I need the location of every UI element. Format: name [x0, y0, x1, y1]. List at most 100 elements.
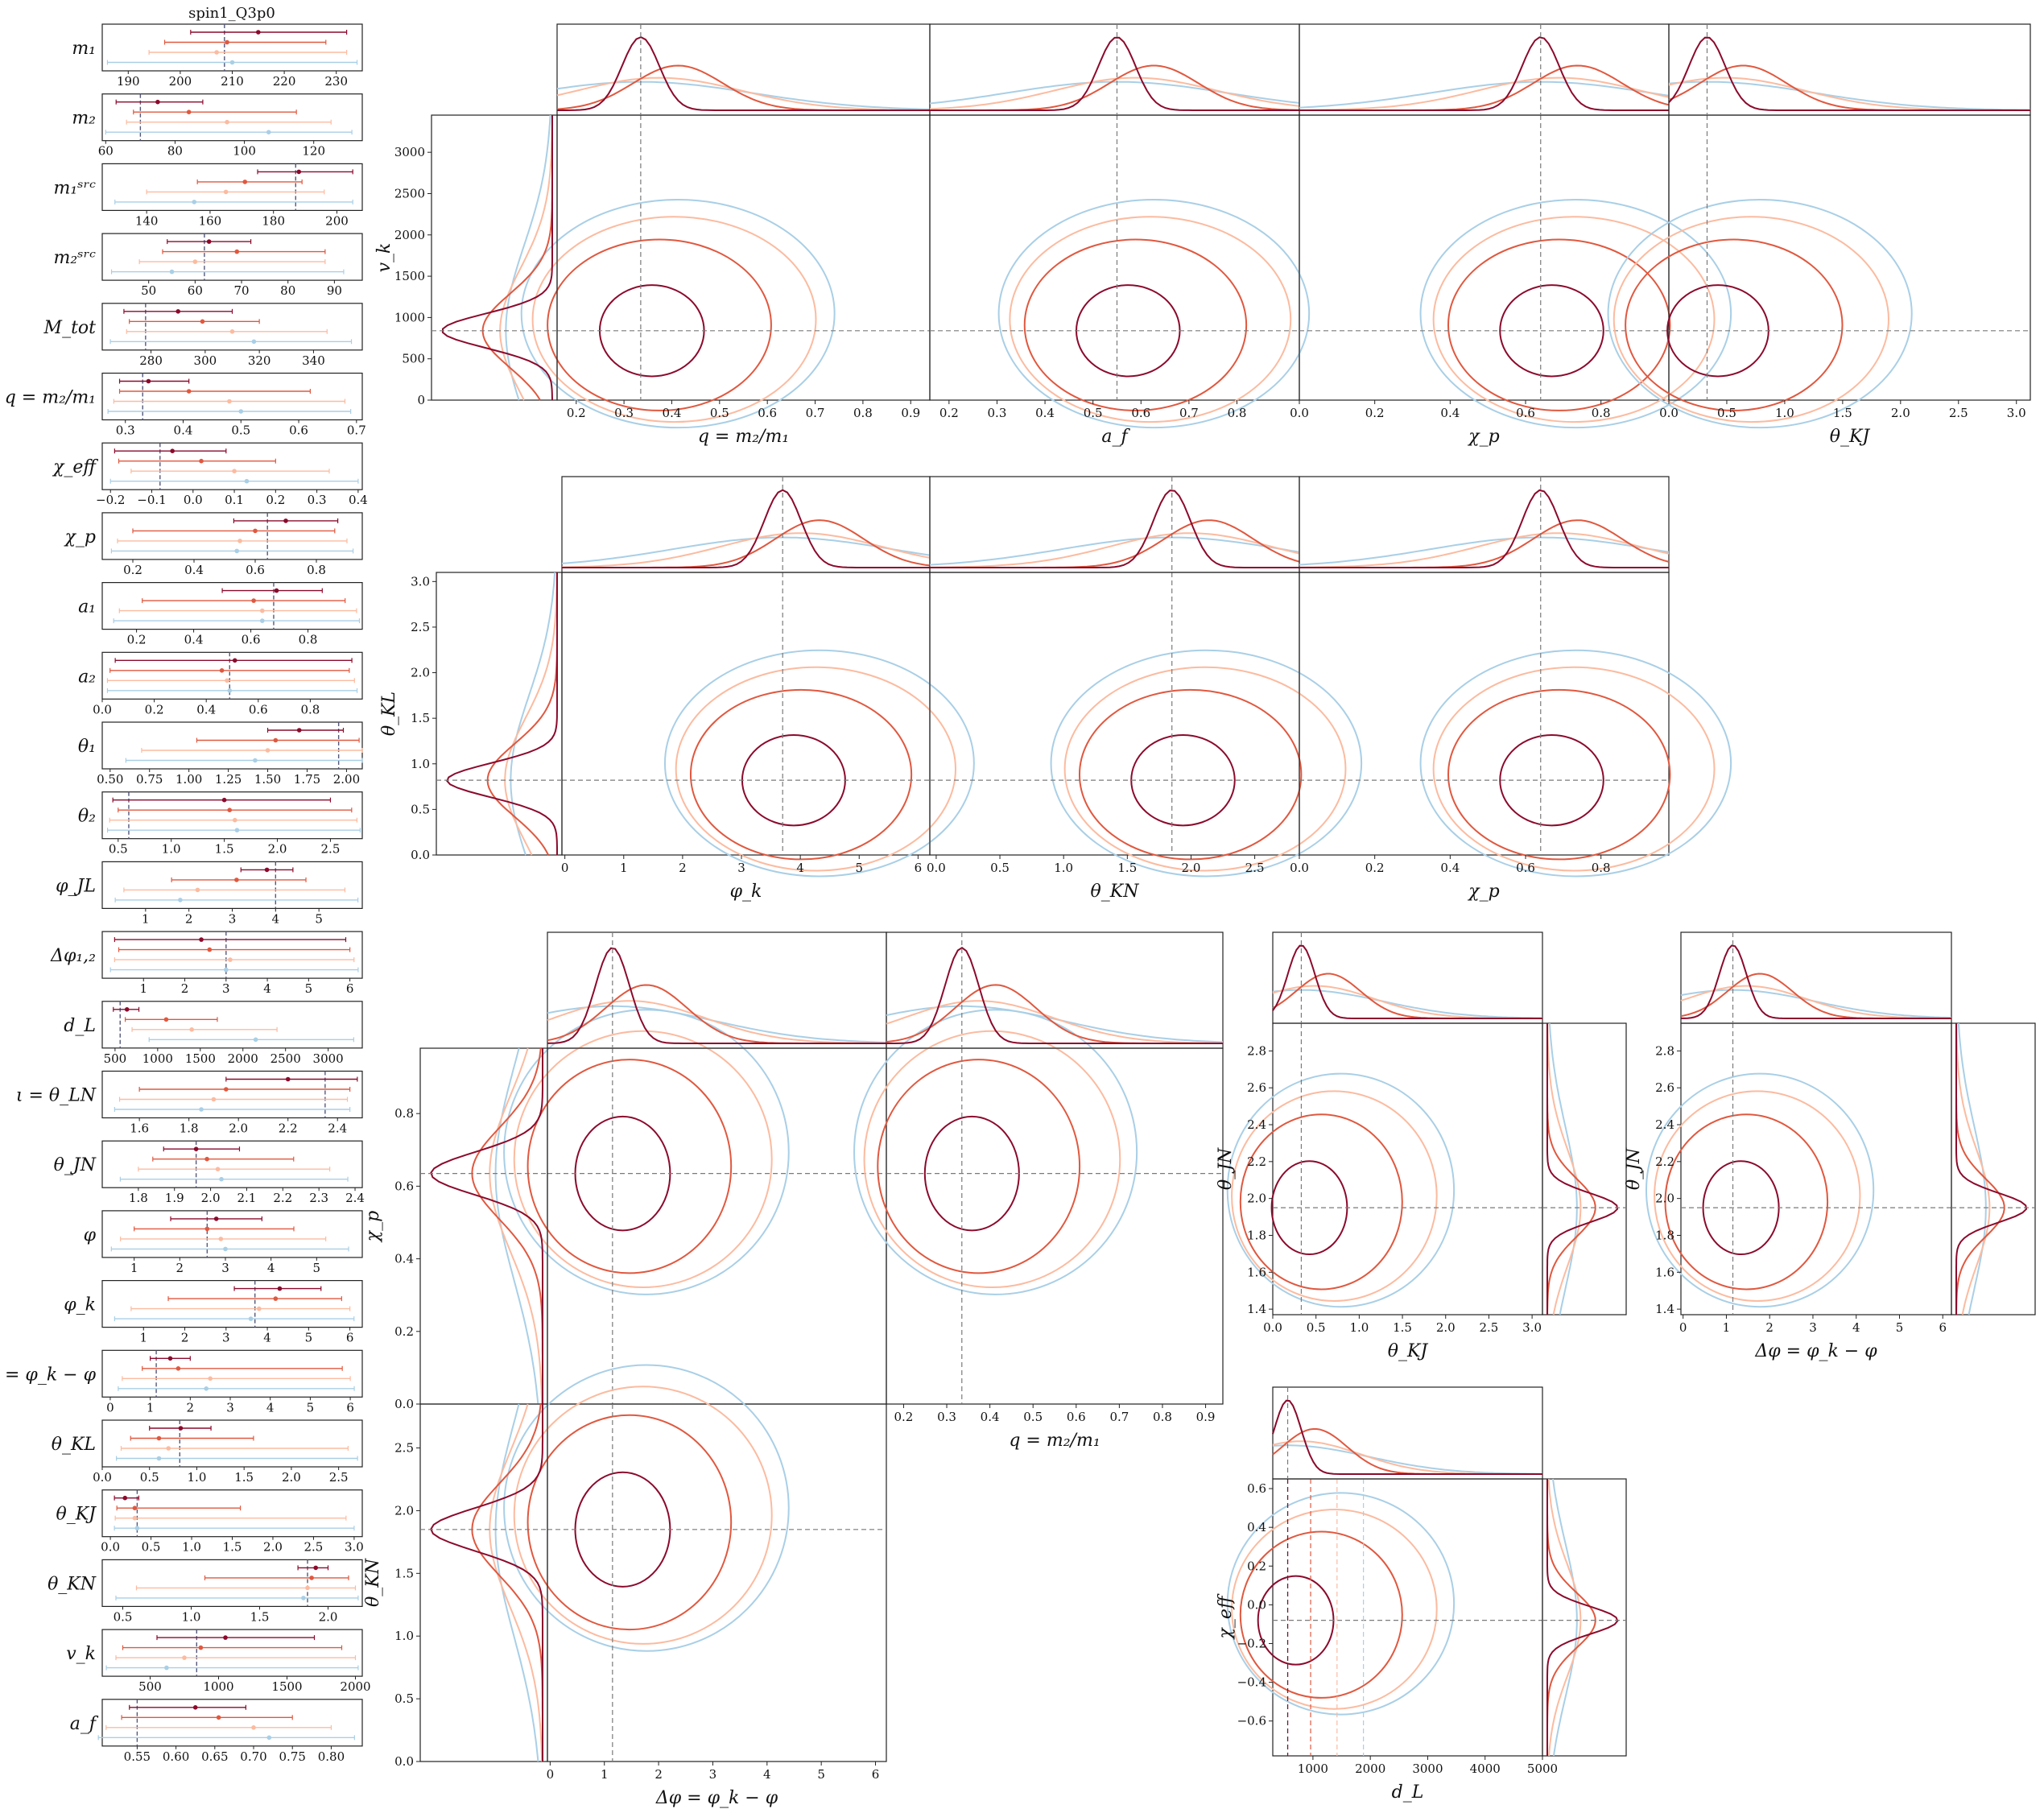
- tick-label: 1: [620, 861, 628, 875]
- corner-panel: 0.2 0.3 0.4 0.5 0.6 0.7 0.8 0.9 q = m₂/m₁ 0 500 100…: [374, 23, 931, 447]
- contour-line: [1063, 666, 1347, 872]
- marginal-curve: [1299, 76, 1670, 111]
- median-point: [257, 1306, 262, 1311]
- tick-label: 120: [302, 144, 325, 159]
- tick-label: 320: [248, 353, 271, 368]
- contour-line: [863, 1030, 1121, 1289]
- median-point: [207, 947, 213, 952]
- median-point: [208, 1376, 213, 1382]
- median-point: [211, 1097, 217, 1102]
- marginal-curve: [1955, 1023, 2028, 1315]
- contour-line: [1432, 666, 1716, 872]
- median-point: [229, 60, 235, 65]
- median-point: [167, 1356, 173, 1361]
- median-point: [229, 329, 235, 334]
- tick-label: 0.0: [93, 702, 112, 717]
- tick-label: 280: [139, 353, 163, 368]
- param-label: m₁ˢʳᶜ: [54, 178, 97, 198]
- tick-label: 0.3: [988, 406, 1007, 420]
- panel-frame: [101, 1279, 363, 1328]
- tick-label: 4: [266, 1400, 275, 1415]
- y-axis-label: v_k: [374, 243, 394, 273]
- x-axis-label: θ_KJ: [1388, 1341, 1429, 1361]
- tick-label: 0.6: [1516, 861, 1535, 875]
- tick-label: 0.5: [1084, 406, 1103, 420]
- median-point: [251, 1725, 256, 1730]
- panel-frame: [101, 442, 363, 490]
- median-point: [199, 1107, 204, 1112]
- median-point: [274, 588, 279, 593]
- panel-frame: [929, 114, 1300, 401]
- tick-label: 0.5: [142, 1540, 161, 1555]
- marginal-frame: [1668, 23, 2031, 116]
- tick-label: 0: [547, 1767, 555, 1782]
- tick-label: 0.5: [1717, 406, 1736, 420]
- tick-label: 0.4: [663, 406, 682, 420]
- tick-label: 0.4: [349, 493, 368, 507]
- tick-label: 1000: [142, 1051, 173, 1066]
- tick-label: 0.9: [901, 406, 920, 420]
- param-label: m₁: [72, 39, 96, 59]
- tick-label: 2000: [1355, 1762, 1385, 1776]
- tick-label: 0.8: [853, 406, 873, 420]
- tick-label: 0.2: [127, 633, 147, 647]
- tick-label: 2000: [228, 1051, 258, 1066]
- median-point: [199, 937, 204, 942]
- tick-label: 2.8: [1655, 1043, 1674, 1058]
- marginal-curve: [1272, 973, 1542, 1019]
- tick-label: 0.2: [1247, 1559, 1266, 1573]
- marginal-curve: [547, 1000, 887, 1044]
- tick-label: 100: [233, 144, 256, 159]
- median-point: [189, 1027, 194, 1032]
- corner-panel: 0.0 0.5 1.0 1.5 2.0 2.5 θ_KN: [927, 476, 1363, 902]
- median-point: [251, 339, 257, 345]
- tick-label: 2.5: [1479, 1320, 1498, 1335]
- marginal-curve: [1548, 1022, 1578, 1315]
- tick-label: −0.6: [1237, 1714, 1266, 1728]
- tick-label: 0.4: [394, 1252, 414, 1266]
- tick-label: 4: [796, 861, 804, 875]
- tick-label: 0.6: [1247, 1481, 1266, 1496]
- panel-frame: [101, 1489, 363, 1538]
- contour-line: [675, 666, 956, 872]
- tick-label: 2.5: [1245, 861, 1265, 875]
- tick-label: 220: [273, 74, 296, 89]
- median-point: [225, 119, 229, 125]
- interval-panel: 0.55 0.60 0.65 0.70 0.75 0.80 a_f: [70, 1699, 363, 1764]
- corner-panel: 0 1 2 3 4 5 6 Δφ = φ_k − φ 0.0 0.5 1.0 1.5 2.0 2.5 θ_K…: [363, 1364, 887, 1808]
- marginal-curve: [1299, 489, 1669, 568]
- marginal-curve: [1680, 989, 1952, 1019]
- tick-label: 3: [226, 1400, 234, 1415]
- tick-label: 1000: [1298, 1762, 1328, 1776]
- marginal-frame: [886, 931, 1224, 1049]
- panel-frame: [101, 512, 363, 560]
- param-label: φ: [84, 1225, 97, 1245]
- tick-label: 0.7: [1179, 406, 1199, 420]
- x-axis-label: χ_p: [1467, 882, 1499, 902]
- tick-label: 6: [1939, 1320, 1947, 1335]
- marginal-curve: [1668, 64, 2030, 111]
- tick-label: 4: [267, 1261, 275, 1275]
- marginal-curve: [886, 984, 1223, 1044]
- tick-label: 0.60: [163, 1749, 189, 1764]
- tick-label: 1.5: [223, 1540, 242, 1555]
- median-point: [182, 1655, 187, 1660]
- tick-label: 4: [763, 1767, 771, 1782]
- panel-frame: [101, 581, 363, 630]
- tick-label: 2.0: [229, 1121, 248, 1136]
- panel-frame: [101, 721, 363, 770]
- median-point: [198, 1645, 204, 1650]
- marginal-curve: [929, 76, 1300, 110]
- tick-label: 160: [199, 213, 222, 228]
- tick-label: 2.5: [411, 620, 430, 634]
- tick-label: 0.4: [1440, 406, 1460, 420]
- contour-line: [689, 688, 913, 861]
- tick-label: 2.0: [319, 1609, 338, 1624]
- tick-label: 1.0: [411, 757, 430, 771]
- panel-frame: [886, 1047, 1224, 1405]
- param-label: χ_eff: [52, 457, 98, 477]
- marginal-curve: [547, 947, 886, 1044]
- marginal-curve: [1680, 985, 1951, 1019]
- contour-line: [503, 1364, 790, 1652]
